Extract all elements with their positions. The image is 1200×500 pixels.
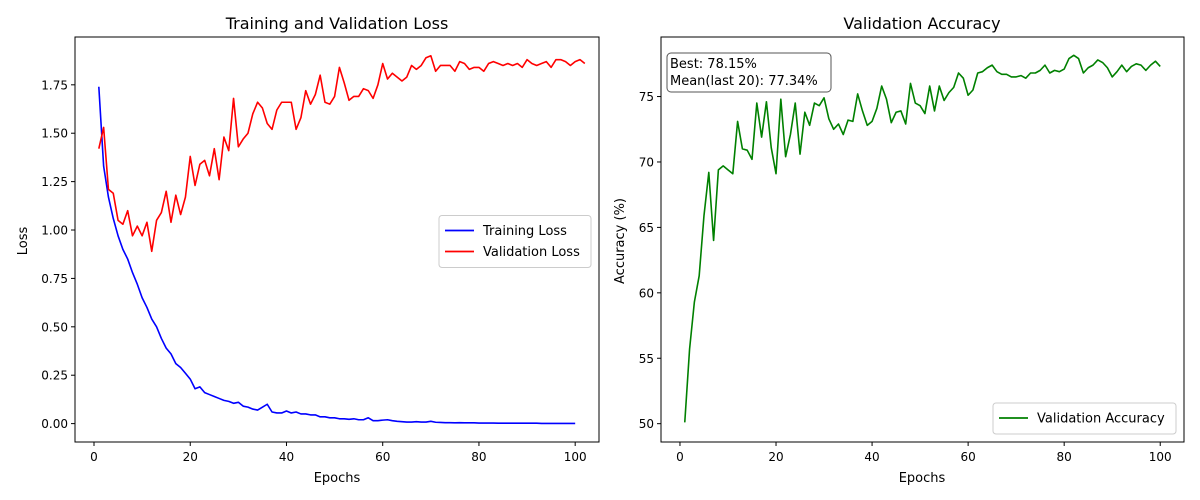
accuracy-y-tick-label: 70 xyxy=(639,155,654,169)
accuracy-y-tick-label: 55 xyxy=(639,352,654,366)
accuracy-x-axis-label: Epochs xyxy=(899,471,946,486)
loss-x-tick-label: 40 xyxy=(279,450,294,464)
accuracy-series-line-validation-accuracy xyxy=(683,54,1161,423)
accuracy-x-tick-label: 20 xyxy=(768,450,783,464)
accuracy-annotation-box xyxy=(666,52,832,93)
accuracy-legend-box xyxy=(992,402,1177,435)
loss-x-tick-label: 0 xyxy=(90,450,98,464)
loss-x-tick-label: 80 xyxy=(471,450,486,464)
accuracy-axes-frame xyxy=(660,36,1185,443)
accuracy-y-axis-label: Accuracy (%) xyxy=(613,198,628,284)
loss-y-tick-label: 1.25 xyxy=(41,175,68,189)
loss-y-tick-label: 1.50 xyxy=(41,127,68,141)
accuracy-y-tick-label: 75 xyxy=(639,90,654,104)
accuracy-x-tick-label: 40 xyxy=(864,450,879,464)
accuracy-stats-annotation: Best: 78.15% Mean(last 20): 77.34% xyxy=(666,52,832,93)
accuracy-chart-title: Validation Accuracy xyxy=(843,14,1000,33)
loss-y-axis-label: Loss xyxy=(16,227,31,256)
loss-y-tick-label: 0.00 xyxy=(41,417,68,431)
loss-legend-label: Training Loss xyxy=(482,224,567,239)
accuracy-x-tick-label: 0 xyxy=(676,450,684,464)
loss-plot-area: 0 20 40 60 80 100 0.00 0.25 0.50 0.75 1.00 1.25 1.50… xyxy=(41,36,600,464)
loss-y-tick-label: 0.25 xyxy=(41,369,68,383)
loss-legend-box xyxy=(438,215,592,268)
loss-y-tick-label: 1.75 xyxy=(41,78,68,92)
loss-legend: Training Loss Validation Loss xyxy=(438,215,592,268)
loss-legend-label: Validation Loss xyxy=(483,245,580,260)
accuracy-legend-label: Validation Accuracy xyxy=(1037,412,1165,427)
loss-series-line-validation-loss xyxy=(98,54,586,253)
accuracy-y-tick-label: 50 xyxy=(639,417,654,431)
accuracy-legend: Validation Accuracy xyxy=(992,402,1177,435)
accuracy-y-tick-label: 65 xyxy=(639,221,654,235)
loss-chart-title: Training and Validation Loss xyxy=(225,14,449,33)
loss-series-line-training-loss xyxy=(98,86,576,425)
accuracy-annotation-mean: Mean(last 20): 77.34% xyxy=(670,74,818,89)
loss-y-tick-label: 0.75 xyxy=(41,272,68,286)
loss-x-tick-label: 60 xyxy=(375,450,390,464)
accuracy-annotation-best: Best: 78.15% xyxy=(670,57,757,72)
loss-y-tick-label: 0.50 xyxy=(41,320,68,334)
loss-x-tick-label: 20 xyxy=(183,450,198,464)
loss-axes-frame xyxy=(74,36,600,443)
accuracy-y-tick-label: 60 xyxy=(639,286,654,300)
accuracy-plot-area: 0 20 40 60 80 100 50 55 60 65 70 75 Validation Accur… xyxy=(639,36,1185,464)
loss-x-axis-label: Epochs xyxy=(314,471,361,486)
accuracy-x-tick-label: 100 xyxy=(1149,450,1172,464)
loss-chart-panel: Training and Validation Loss Epochs Loss… xyxy=(16,14,600,486)
accuracy-chart-panel: Validation Accuracy Epochs Accuracy (%) … xyxy=(613,14,1185,486)
accuracy-x-tick-label: 80 xyxy=(1057,450,1072,464)
accuracy-x-tick-label: 60 xyxy=(960,450,975,464)
loss-y-tick-label: 1.00 xyxy=(41,224,68,238)
loss-x-tick-label: 100 xyxy=(564,450,587,464)
